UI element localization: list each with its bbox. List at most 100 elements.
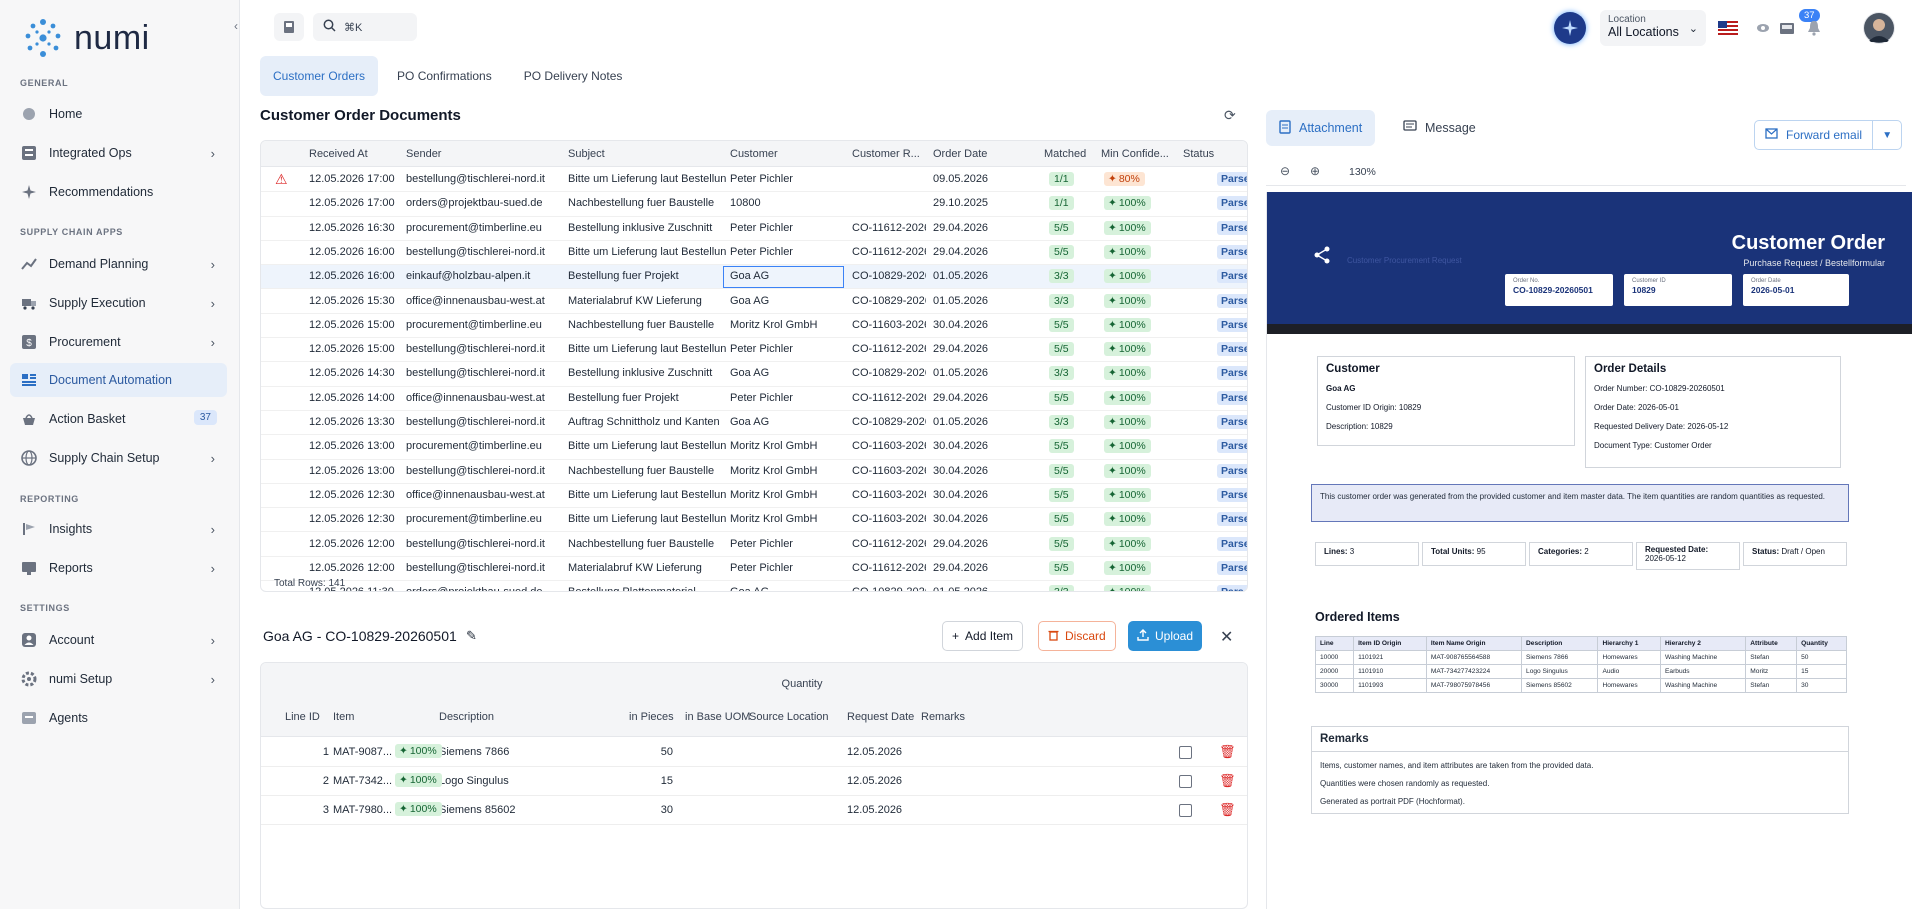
location-selector[interactable]: Location All Locations ⌄ [1600,10,1706,46]
sidebar-item-supply-chain-setup[interactable]: Supply Chain Setup › [10,441,227,475]
bookmark-icon[interactable] [274,13,304,41]
column-header[interactable]: Customer [730,148,778,160]
pdf-items-cell: Homewares [1597,650,1662,665]
table-row[interactable]: 12.05.2026 16:30 procurement@timberline.e… [261,217,1247,241]
row-checkbox[interactable] [1179,746,1192,759]
table-row[interactable]: 12.05.2026 12:30 procurement@timberline.e… [261,508,1247,533]
refresh-icon[interactable]: ⟳ [1224,107,1236,123]
add-item-button[interactable]: + Add Item [942,621,1024,651]
table-row[interactable]: 12.05.2026 12:00 bestellung@tischlerei-no… [261,557,1247,582]
column-header[interactable]: Status [1183,148,1215,160]
sidebar-item-document-automation[interactable]: Document Automation [10,363,227,397]
table-row[interactable]: ⚠ 12.05.2026 17:00 bestellung@tischlerei-n… [261,168,1247,193]
cell-received: 12.05.2026 17:00 [309,197,395,210]
pdf-field-value: CO-10829-20260501 [1513,285,1593,295]
sidebar-item-home[interactable]: Home [10,97,227,131]
column-header[interactable]: Received At [309,148,368,160]
inbox-icon[interactable] [1777,18,1797,38]
table-row[interactable]: 12.05.2026 13:00 bestellung@tischlerei-no… [261,460,1247,484]
sidebar-item-agents[interactable]: Agents [10,701,227,735]
table-row[interactable]: 12.05.2026 13:30 bestellung@tischlerei-no… [261,411,1247,436]
column-header[interactable]: Remarks [921,711,966,723]
column-header[interactable]: Request Date [847,711,915,723]
trash-icon[interactable]: 🗑 [1219,802,1236,817]
table-row[interactable]: 12.05.2026 17:00 orders@projektbau-sued.d… [261,192,1247,217]
sparkle-icon: ✦ [1108,488,1117,501]
column-header[interactable]: Min Confide... [1101,148,1169,160]
sidebar-item-integrated-ops[interactable]: Integrated Ops › [10,136,227,170]
pdf-items-cell: MAT-734277423224 [1425,664,1523,679]
column-header[interactable]: Matched [1044,148,1087,160]
column-header[interactable]: Source Location [749,711,829,723]
pencil-icon[interactable]: ✎ [466,628,477,643]
column-header[interactable]: Customer R... [852,148,920,160]
discard-button[interactable]: Discard [1038,621,1116,651]
assistant-icon[interactable] [1554,12,1586,44]
row-checkbox[interactable] [1179,775,1192,788]
sparkle-icon: ✦ [1108,173,1117,185]
table-row[interactable]: 12.05.2026 12:30 office@innenausbau-west.… [261,484,1247,509]
chevron-right-icon: › [210,296,215,311]
numi-logo[interactable]: numi [20,16,150,60]
tab-attachment[interactable]: Attachment [1266,110,1376,146]
tab-customer-orders[interactable]: Customer Orders [260,56,379,96]
pdf-summary-requested: Requested Date: 2026-05-12 [1636,542,1740,570]
cell-date: 30.04.2026 [933,440,989,453]
cell-date: 12.05.2026 [847,746,903,758]
sidebar-item-reports[interactable]: Reports › [10,551,227,585]
bell-icon[interactable] [1804,18,1824,38]
cell-received: 12.05.2026 12:00 [309,537,395,550]
trash-icon[interactable]: 🗑 [1219,744,1236,759]
forward-email-main[interactable]: Forward email [1755,121,1874,149]
sidebar-item-account[interactable]: Account › [10,623,227,657]
chevron-left-icon[interactable]: ‹ [234,19,238,33]
sidebar-item-insights[interactable]: Insights › [10,512,227,546]
table-row[interactable]: 12.05.2026 15:30 office@innenausbau-west.… [261,290,1247,314]
sidebar-item-recommendations[interactable]: Recommendations [10,175,227,209]
close-icon[interactable]: ✕ [1220,629,1234,646]
sidebar-item-supply-execution[interactable]: Supply Execution › [10,286,227,320]
command-search-button[interactable]: ⌘K [313,13,417,41]
trash-icon[interactable]: 🗑 [1219,773,1236,788]
forward-email-button[interactable]: Forward email ▼ [1754,120,1902,150]
column-header[interactable]: Line ID [285,711,320,723]
table-row[interactable]: 12.05.2026 11:30 orders@projektbau-sued.d… [261,581,1247,591]
column-header[interactable]: Sender [406,148,442,160]
table-row[interactable]: 3 MAT-7980... Siemens 85602 30 12.05.2026 ✦ 10… [261,796,1247,825]
table-row[interactable]: 12.05.2026 16:00 einkauf@holzbau-alpen.it… [261,265,1247,290]
table-row[interactable]: 1 MAT-9087... Siemens 7866 50 12.05.2026 ✦ 100… [261,738,1247,767]
column-header[interactable]: Order Date [933,148,988,160]
table-row[interactable]: 12.05.2026 13:00 procurement@timberline.e… [261,435,1247,460]
column-header[interactable]: Item [333,711,355,723]
sidebar-item-demand-planning[interactable]: Demand Planning › [10,247,227,281]
row-checkbox[interactable] [1179,804,1192,817]
avatar[interactable] [1863,12,1895,44]
tab-message[interactable]: Message [1390,110,1489,146]
zoom-in-icon[interactable]: ⊕ [1310,164,1321,178]
column-header[interactable]: Description [439,711,495,723]
cell-date: 29.04.2026 [933,391,989,404]
cell-ref: CO-11612-2026 [852,537,926,550]
zoom-out-icon[interactable]: ⊖ [1280,164,1291,178]
table-row[interactable]: 12.05.2026 15:00 bestellung@tischlerei-no… [261,338,1247,363]
tab-po-confirmations[interactable]: PO Confirmations [397,69,492,83]
sidebar-item-action-basket[interactable]: Action Basket 37 [10,402,227,436]
column-header[interactable]: in Base UOM [685,711,751,723]
us-flag-icon[interactable] [1718,18,1738,38]
eye-icon[interactable] [1753,18,1773,38]
upload-button[interactable]: Upload [1128,621,1203,651]
matched-badge: 3/3 [1049,585,1074,591]
table-row[interactable]: 12.05.2026 15:00 procurement@timberline.e… [261,314,1247,339]
table-row[interactable]: 12.05.2026 14:30 bestellung@tischlerei-no… [261,362,1247,387]
sidebar-item-procurement[interactable]: $ Procurement › [10,325,227,359]
table-row[interactable]: 12.05.2026 12:00 bestellung@tischlerei-no… [261,533,1247,557]
table-row[interactable]: 2 MAT-7342... Logo Singulus 15 12.05.2026 ✦ 10… [261,767,1247,796]
sidebar-item-numi-setup[interactable]: numi Setup › [10,662,227,696]
order-items-table: Quantity Line ID Item Description in Pie… [260,662,1248,909]
table-row[interactable]: 12.05.2026 16:00 bestellung@tischlerei-no… [261,241,1247,266]
tab-po-delivery-notes[interactable]: PO Delivery Notes [523,69,623,83]
column-header[interactable]: in Pieces [629,711,674,723]
table-row[interactable]: 12.05.2026 14:00 office@innenausbau-west.… [261,387,1247,411]
caret-down-icon[interactable]: ▼ [1882,129,1893,141]
column-header[interactable]: Subject [568,148,605,160]
